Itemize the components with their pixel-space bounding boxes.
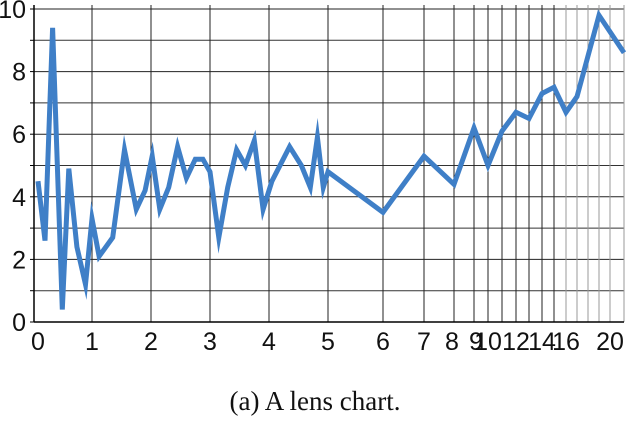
x-tick-label: 8	[445, 328, 459, 356]
x-tick-label: 4	[262, 328, 276, 356]
x-tick-label: 14	[528, 328, 556, 356]
series-group	[35, 9, 627, 310]
y-tick-label: 2	[12, 246, 26, 274]
y-tick-label: 4	[12, 184, 26, 212]
x-tick-label: 2	[144, 328, 158, 356]
x-tick-label: 20	[596, 328, 624, 356]
y-tick-label: 0	[12, 309, 26, 337]
y-tick-label: 10	[0, 0, 26, 24]
y-tick-label: 8	[12, 59, 26, 87]
series-line	[35, 9, 627, 310]
x-tick-label: 12	[502, 328, 530, 356]
x-tick-label: 5	[321, 328, 335, 356]
x-tick-label: 7	[417, 328, 431, 356]
x-tick-label: 6	[376, 328, 390, 356]
x-tick-label: 9	[469, 328, 483, 356]
x-tick-label: 1	[85, 328, 99, 356]
y-tick-labels: 0 2 4 6 8 10	[0, 0, 26, 337]
x-tick-label: 3	[203, 328, 217, 356]
x-tick-label: 0	[31, 328, 45, 356]
axes	[30, 5, 624, 323]
x-tick-label: 10	[474, 328, 502, 356]
figure-caption: (a) A lens chart.	[230, 386, 401, 416]
x-tick-label: 16	[552, 328, 580, 356]
y-tick-label: 6	[12, 121, 26, 149]
